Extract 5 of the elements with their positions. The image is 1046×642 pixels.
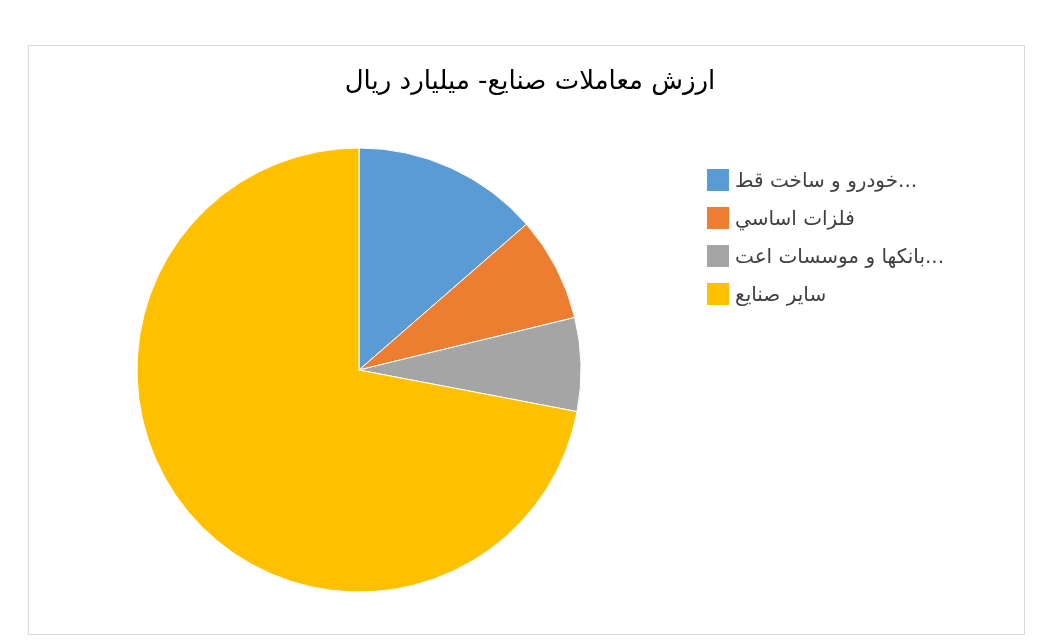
legend-label: سایر صنایع <box>735 282 827 306</box>
legend-label: فلزات اساسي <box>735 206 855 231</box>
legend-label: بانکها و موسسات اعت... <box>735 244 945 268</box>
chart-title: ارزش معاملات صنایع- میلیارد ریال <box>344 65 716 96</box>
legend-label: خودرو و ساخت قط... <box>735 168 918 192</box>
